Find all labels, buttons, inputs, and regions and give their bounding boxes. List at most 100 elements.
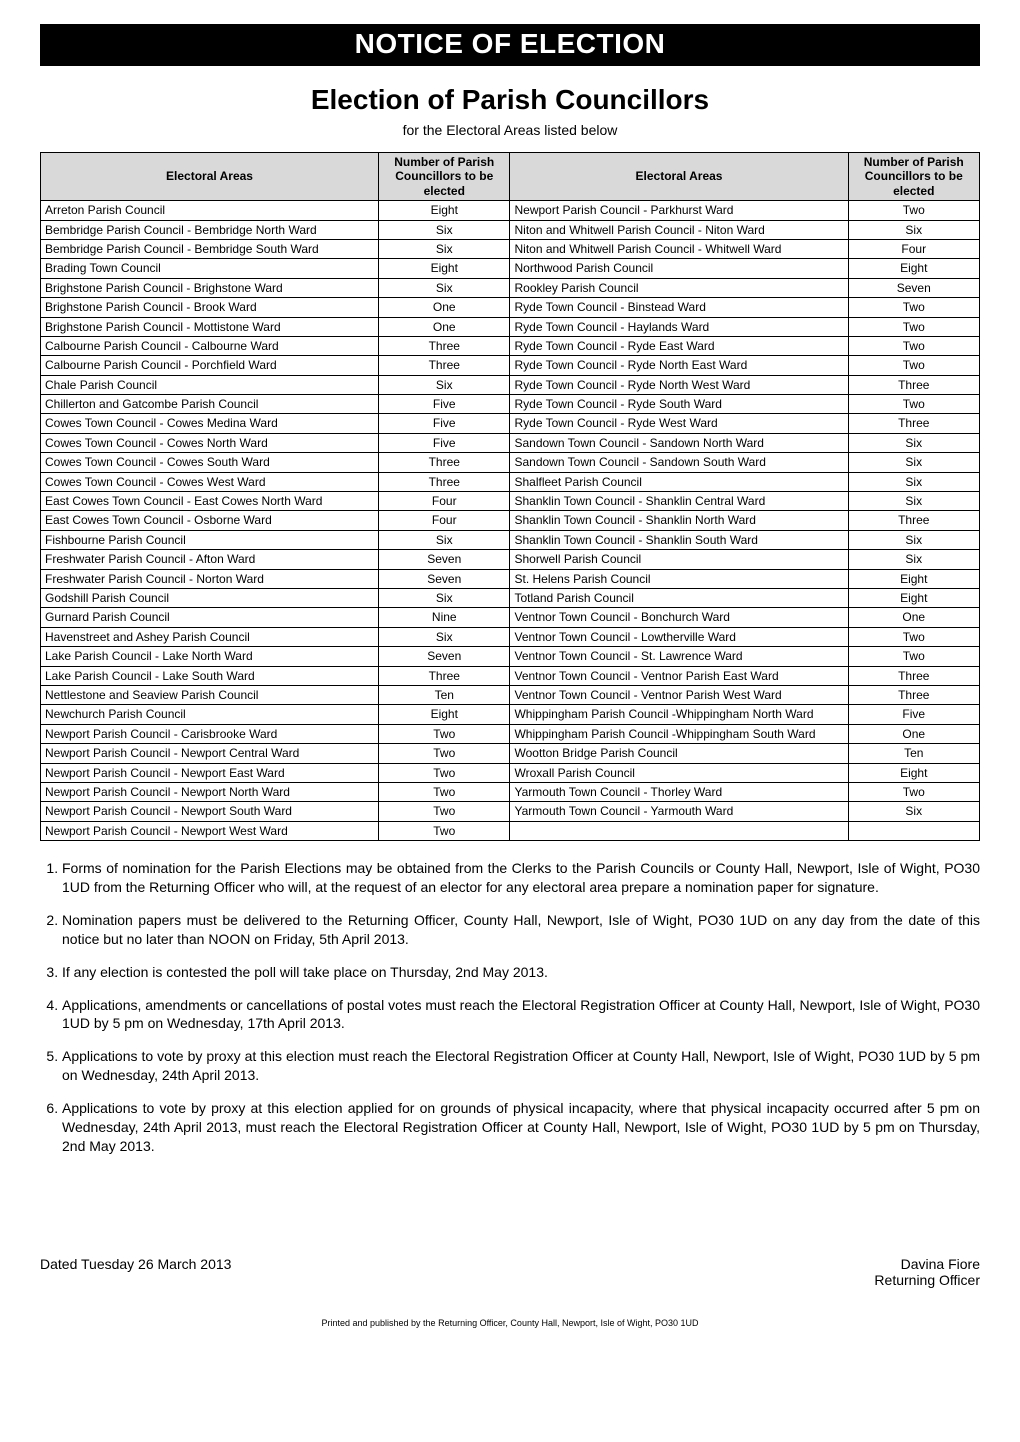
count-cell: Six xyxy=(379,375,510,394)
count-cell: Three xyxy=(848,666,979,685)
footer-date: Dated Tuesday 26 March 2013 xyxy=(40,1256,231,1288)
area-cell: Newport Parish Council - Newport West Wa… xyxy=(41,821,379,840)
count-cell: Nine xyxy=(379,608,510,627)
table-row: Calbourne Parish Council - Calbourne War… xyxy=(41,336,980,355)
count-cell: Three xyxy=(379,453,510,472)
header-count-left: Number of Parish Councillors to be elect… xyxy=(379,153,510,201)
electoral-areas-table: Electoral Areas Number of Parish Council… xyxy=(40,152,980,841)
count-cell: Two xyxy=(848,298,979,317)
table-row: Nettlestone and Seaview Parish CouncilTe… xyxy=(41,685,980,704)
area-cell: Newport Parish Council - Newport South W… xyxy=(41,802,379,821)
area-cell: Wootton Bridge Parish Council xyxy=(510,744,848,763)
count-cell: Three xyxy=(379,356,510,375)
table-row: Newport Parish Council - Newport East Wa… xyxy=(41,763,980,782)
area-cell: Ryde Town Council - Ryde West Ward xyxy=(510,414,848,433)
count-cell: Seven xyxy=(379,647,510,666)
area-cell: East Cowes Town Council - East Cowes Nor… xyxy=(41,492,379,511)
footer: Dated Tuesday 26 March 2013 Davina Fiore… xyxy=(40,1256,980,1288)
count-cell: Six xyxy=(379,588,510,607)
table-row: Brighstone Parish Council - Brighstone W… xyxy=(41,278,980,297)
area-cell: Ventnor Town Council - Ventnor Parish We… xyxy=(510,685,848,704)
table-row: East Cowes Town Council - Osborne WardFo… xyxy=(41,511,980,530)
count-cell: One xyxy=(848,608,979,627)
count-cell: Six xyxy=(848,530,979,549)
table-row: Newport Parish Council - Newport North W… xyxy=(41,782,980,801)
area-cell: Ryde Town Council - Haylands Ward xyxy=(510,317,848,336)
area-cell: East Cowes Town Council - Osborne Ward xyxy=(41,511,379,530)
area-cell: Brighstone Parish Council - Mottistone W… xyxy=(41,317,379,336)
table-row: Gurnard Parish CouncilNineVentnor Town C… xyxy=(41,608,980,627)
area-cell: Lake Parish Council - Lake South Ward xyxy=(41,666,379,685)
count-cell: Two xyxy=(379,763,510,782)
count-cell: Six xyxy=(848,220,979,239)
count-cell xyxy=(848,821,979,840)
area-cell: St. Helens Parish Council xyxy=(510,569,848,588)
area-cell: Niton and Whitwell Parish Council - Nito… xyxy=(510,220,848,239)
area-cell: Newport Parish Council - Newport North W… xyxy=(41,782,379,801)
table-row: Cowes Town Council - Cowes North WardFiv… xyxy=(41,433,980,452)
count-cell: Eight xyxy=(848,569,979,588)
table-row: Lake Parish Council - Lake North WardSev… xyxy=(41,647,980,666)
table-row: Freshwater Parish Council - Afton WardSe… xyxy=(41,550,980,569)
table-row: Newport Parish Council - Carisbrooke War… xyxy=(41,724,980,743)
count-cell: Five xyxy=(379,433,510,452)
count-cell: One xyxy=(379,317,510,336)
area-cell: Calbourne Parish Council - Calbourne War… xyxy=(41,336,379,355)
area-cell: Whippingham Parish Council -Whippingham … xyxy=(510,724,848,743)
count-cell: Eight xyxy=(379,705,510,724)
area-cell: Shanklin Town Council - Shanklin South W… xyxy=(510,530,848,549)
area-cell: Newport Parish Council - Newport East Wa… xyxy=(41,763,379,782)
note-item: Applications, amendments or cancellation… xyxy=(62,996,980,1034)
area-cell: Cowes Town Council - Cowes West Ward xyxy=(41,472,379,491)
notice-banner: NOTICE OF ELECTION xyxy=(40,24,980,66)
count-cell: Five xyxy=(379,414,510,433)
area-cell: Nettlestone and Seaview Parish Council xyxy=(41,685,379,704)
area-cell: Wroxall Parish Council xyxy=(510,763,848,782)
area-cell: Shorwell Parish Council xyxy=(510,550,848,569)
count-cell: Five xyxy=(379,395,510,414)
area-cell: Newport Parish Council - Parkhurst Ward xyxy=(510,201,848,220)
area-cell: Sandown Town Council - Sandown South War… xyxy=(510,453,848,472)
table-row: Bembridge Parish Council - Bembridge Nor… xyxy=(41,220,980,239)
table-row: Calbourne Parish Council - Porchfield Wa… xyxy=(41,356,980,375)
count-cell: One xyxy=(379,298,510,317)
count-cell: Eight xyxy=(379,259,510,278)
table-row: Brighstone Parish Council - Brook WardOn… xyxy=(41,298,980,317)
count-cell: Two xyxy=(848,336,979,355)
area-cell: Newport Parish Council - Carisbrooke War… xyxy=(41,724,379,743)
table-row: Newport Parish Council - Newport South W… xyxy=(41,802,980,821)
area-cell: Bembridge Parish Council - Bembridge Sou… xyxy=(41,239,379,258)
note-item: Applications to vote by proxy at this el… xyxy=(62,1099,980,1156)
footer-officer-name: Davina Fiore xyxy=(874,1256,980,1272)
table-header-row: Electoral Areas Number of Parish Council… xyxy=(41,153,980,201)
count-cell: Eight xyxy=(848,259,979,278)
table-row: Godshill Parish CouncilSixTotland Parish… xyxy=(41,588,980,607)
area-cell: Niton and Whitwell Parish Council - Whit… xyxy=(510,239,848,258)
area-cell: Brighstone Parish Council - Brook Ward xyxy=(41,298,379,317)
table-row: Newchurch Parish CouncilEightWhippingham… xyxy=(41,705,980,724)
table-row: Lake Parish Council - Lake South WardThr… xyxy=(41,666,980,685)
header-area-right: Electoral Areas xyxy=(510,153,848,201)
count-cell: Six xyxy=(848,433,979,452)
area-cell: Fishbourne Parish Council xyxy=(41,530,379,549)
table-row: Freshwater Parish Council - Norton WardS… xyxy=(41,569,980,588)
area-cell: Ventnor Town Council - Bonchurch Ward xyxy=(510,608,848,627)
page-title: Election of Parish Councillors xyxy=(40,84,980,116)
count-cell: Four xyxy=(848,239,979,258)
area-cell: Lake Parish Council - Lake North Ward xyxy=(41,647,379,666)
note-item: Forms of nomination for the Parish Elect… xyxy=(62,859,980,897)
area-cell: Bembridge Parish Council - Bembridge Nor… xyxy=(41,220,379,239)
table-row: Brading Town CouncilEightNorthwood Paris… xyxy=(41,259,980,278)
count-cell: Four xyxy=(379,511,510,530)
area-cell: Ventnor Town Council - St. Lawrence Ward xyxy=(510,647,848,666)
count-cell: Seven xyxy=(379,569,510,588)
count-cell: Two xyxy=(379,724,510,743)
area-cell: Yarmouth Town Council - Thorley Ward xyxy=(510,782,848,801)
count-cell: Two xyxy=(379,802,510,821)
table-row: East Cowes Town Council - East Cowes Nor… xyxy=(41,492,980,511)
count-cell: Two xyxy=(848,647,979,666)
area-cell: Totland Parish Council xyxy=(510,588,848,607)
count-cell: Eight xyxy=(848,763,979,782)
area-cell: Rookley Parish Council xyxy=(510,278,848,297)
count-cell: Three xyxy=(379,666,510,685)
